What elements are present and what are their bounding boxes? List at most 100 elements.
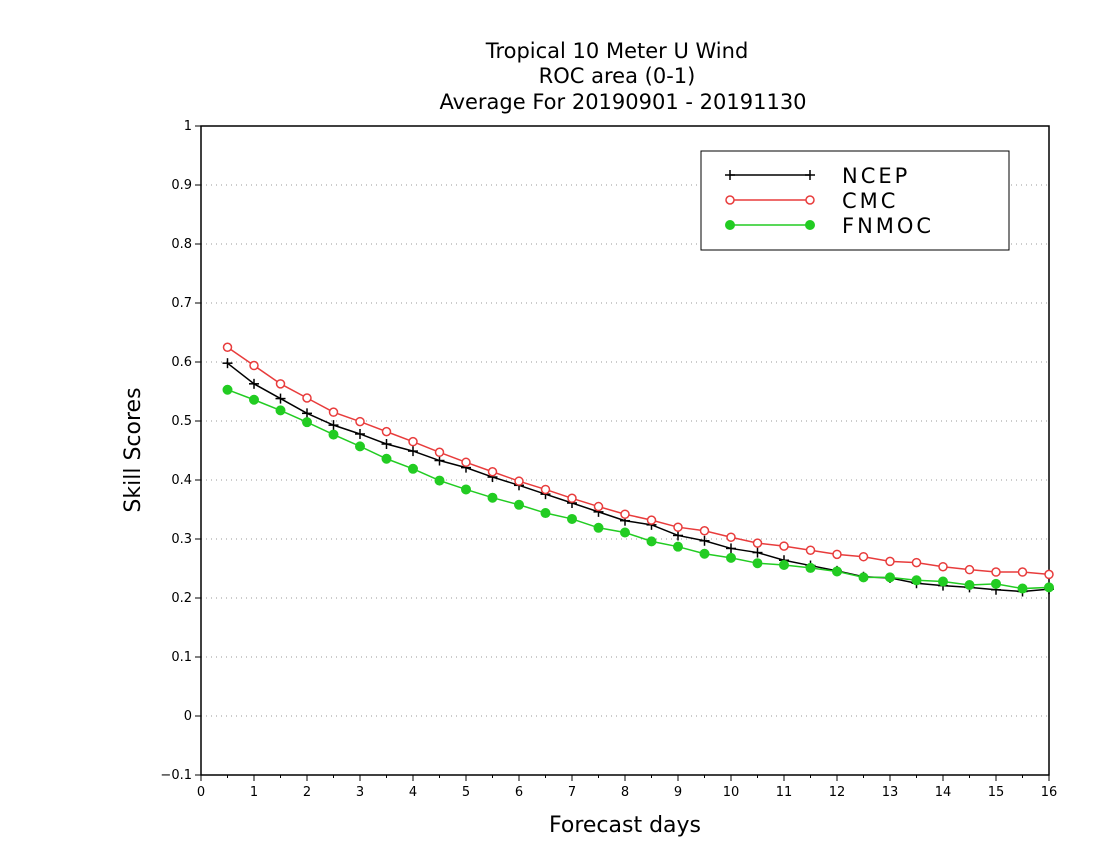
y-tick-label: 0.6: [171, 355, 192, 370]
point-cmc: [434, 447, 445, 458]
chart-title-line-2: ROC area (0-1): [539, 64, 696, 88]
point-cmc: [222, 342, 233, 352]
point-fnmoc: [1017, 583, 1028, 594]
y-tick-label: 0.2: [171, 591, 192, 606]
point-fnmoc: [726, 552, 736, 563]
x-tick-label: 13: [882, 785, 899, 800]
point-fnmoc: [540, 508, 551, 519]
point-cmc: [779, 541, 789, 551]
x-tick-label: 11: [776, 785, 793, 800]
point-fnmoc: [487, 492, 498, 503]
point-fnmoc: [434, 475, 445, 486]
point-cmc: [408, 436, 418, 447]
point-cmc: [964, 564, 975, 575]
point-fnmoc: [567, 513, 577, 524]
point-ncep: [222, 358, 233, 369]
point-ncep: [355, 428, 365, 439]
x-tick-label: 7: [568, 785, 576, 800]
series-fnmoc: [222, 384, 1054, 594]
point-fnmoc: [275, 405, 286, 416]
point-fnmoc: [1044, 582, 1054, 593]
point-cmc: [991, 567, 1001, 577]
point-cmc: [1044, 569, 1054, 580]
legend-item-fnmoc: FNMOC: [725, 214, 931, 238]
point-fnmoc: [964, 580, 975, 591]
series-cmc: [222, 342, 1054, 580]
chart-title-line-3: Average For 20190901 - 20191130: [439, 90, 806, 114]
x-axis-label: Forecast days: [549, 813, 701, 838]
legend-marker-ncep: [725, 170, 735, 180]
point-fnmoc: [805, 562, 816, 573]
legend-marker-fnmoc: [805, 220, 815, 230]
point-ncep: [302, 408, 312, 419]
y-tick-label: 0.9: [171, 178, 192, 193]
legend-item-cmc: CMC: [725, 189, 895, 213]
legend-marker-cmc: [725, 195, 735, 205]
y-tick-label: 0.7: [171, 296, 192, 311]
grid: [201, 184, 1049, 717]
legend-marker-fnmoc: [725, 220, 735, 230]
x-tick-label: 12: [829, 785, 846, 800]
point-ncep: [408, 446, 418, 457]
y-tick-label: 0.5: [171, 414, 192, 429]
series-line-fnmoc: [227, 389, 1050, 590]
y-tick-label: 1: [184, 119, 192, 134]
point-ncep: [249, 378, 259, 389]
point-fnmoc: [646, 536, 657, 547]
point-cmc: [567, 493, 577, 504]
point-cmc: [487, 466, 498, 477]
point-fnmoc: [673, 541, 683, 552]
x-tick-label: 6: [515, 785, 523, 800]
legend-marker-cmc: [805, 195, 815, 205]
point-cmc: [699, 525, 710, 536]
y-axis-label: Skill Scores: [121, 387, 146, 512]
point-cmc: [302, 393, 312, 403]
point-fnmoc: [249, 394, 259, 405]
chart-title: Tropical 10 Meter U Wind ROC area (0-1) …: [439, 39, 806, 114]
x-tick-label: 16: [1041, 785, 1058, 800]
point-ncep: [275, 393, 286, 404]
point-fnmoc: [885, 572, 895, 583]
point-fnmoc: [911, 575, 922, 586]
point-cmc: [911, 557, 922, 568]
point-ncep: [699, 535, 710, 546]
y-tick-label: 0.4: [171, 473, 192, 488]
point-fnmoc: [514, 499, 524, 510]
point-ncep: [434, 455, 445, 466]
point-ncep: [673, 530, 683, 541]
point-ncep: [726, 543, 736, 554]
point-cmc: [593, 501, 604, 512]
point-ncep: [328, 420, 339, 431]
axis-ticks: −0.100.10.20.30.40.50.60.70.80.910 1 2 3 4 5 6…: [160, 119, 1057, 800]
x-tick-label: 4: [409, 785, 417, 800]
point-cmc: [620, 509, 630, 519]
point-fnmoc: [408, 463, 418, 474]
point-fnmoc: [222, 384, 233, 395]
point-fnmoc: [779, 559, 789, 570]
point-cmc: [328, 407, 339, 417]
point-cmc: [805, 545, 816, 555]
x-tick-label: 5: [462, 785, 470, 800]
point-cmc: [646, 515, 657, 525]
x-tick-label: 1: [250, 785, 258, 800]
point-cmc: [1017, 567, 1028, 577]
point-fnmoc: [593, 522, 604, 533]
point-cmc: [355, 416, 365, 427]
point-cmc: [673, 522, 683, 532]
point-cmc: [858, 551, 869, 562]
legend-label-ncep: NCEP: [842, 164, 910, 188]
point-fnmoc: [991, 578, 1001, 589]
point-fnmoc: [381, 453, 392, 464]
point-fnmoc: [752, 558, 763, 569]
point-ncep: [381, 439, 392, 450]
point-fnmoc: [328, 429, 339, 440]
legend-marker-ncep: [805, 170, 815, 180]
series-layer: [222, 342, 1054, 597]
series-line-cmc: [227, 346, 1050, 576]
point-fnmoc: [620, 527, 630, 538]
point-cmc: [752, 538, 763, 548]
x-tick-label: 10: [723, 785, 740, 800]
y-tick-label: −0.1: [160, 768, 192, 783]
